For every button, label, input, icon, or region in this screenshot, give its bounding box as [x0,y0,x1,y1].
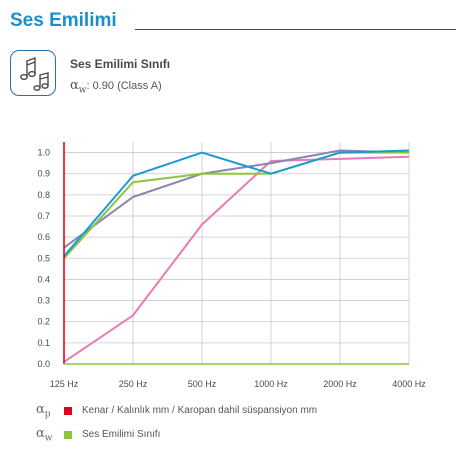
y-tick-label: 0.0 [37,359,50,369]
series-line-2 [63,149,410,249]
y-tick-label: 0.1 [37,338,50,348]
absorption-value-text: : 0.90 (Class A) [86,80,162,92]
alpha-symbol: αw [70,78,87,96]
x-tick-label: 4000 Hz [392,379,426,389]
legend-symbol: αw [36,426,53,444]
x-tick-label: 500 Hz [188,379,217,389]
x-tick-label: 1000 Hz [254,379,288,389]
x-tick-label: 125 Hz [50,379,79,389]
x-tick-label: 250 Hz [119,379,148,389]
y-tick-label: 0.9 [37,169,50,179]
legend-label: Ses Emilimi Sınıfı [82,429,161,440]
legend-symbol: αp [36,402,51,420]
y-tick-label: 0.6 [37,232,50,242]
absorption-class-value: αw: 0.90 (Class A) [70,78,162,96]
y-tick-label: 0.5 [37,253,50,263]
y-tick-label: 0.4 [37,274,50,284]
music-notes-glyph [20,56,49,91]
legend-swatch [64,431,72,439]
music-notes-icon [10,50,56,96]
page-title: Ses Emilimi [10,10,117,31]
y-tick-label: 0.2 [37,317,50,327]
legend-swatch [64,407,72,415]
y-tick-label: 0.8 [37,190,50,200]
y-tick-label: 1.0 [37,148,50,158]
absorption-class-name: Ses Emilimi Sınıfı [70,57,171,71]
y-tick-label: 0.7 [37,211,50,221]
legend-label: Kenar / Kalınlık mm / Karopan dahil süsp… [82,405,318,416]
series-line-4 [63,149,410,257]
series-line-1 [63,155,410,363]
x-tick-label: 2000 Hz [323,379,357,389]
title-divider [135,29,456,30]
y-tick-label: 0.3 [37,296,50,306]
